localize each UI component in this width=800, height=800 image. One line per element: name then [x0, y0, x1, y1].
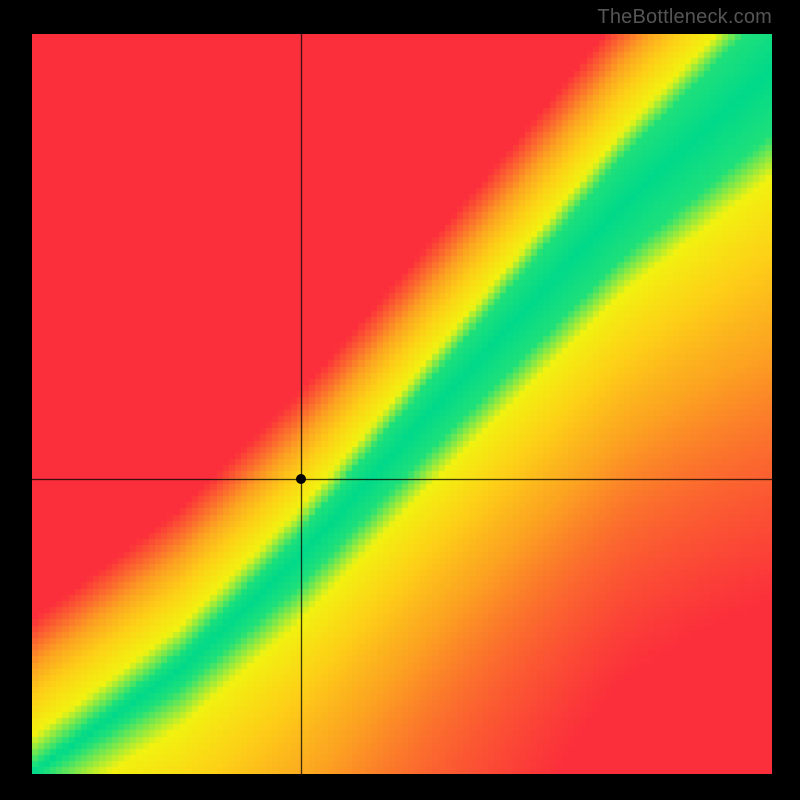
crosshair-overlay	[32, 34, 772, 774]
watermark-text: TheBottleneck.com	[597, 6, 772, 29]
plot-frame	[32, 34, 772, 774]
selection-marker	[296, 474, 306, 484]
